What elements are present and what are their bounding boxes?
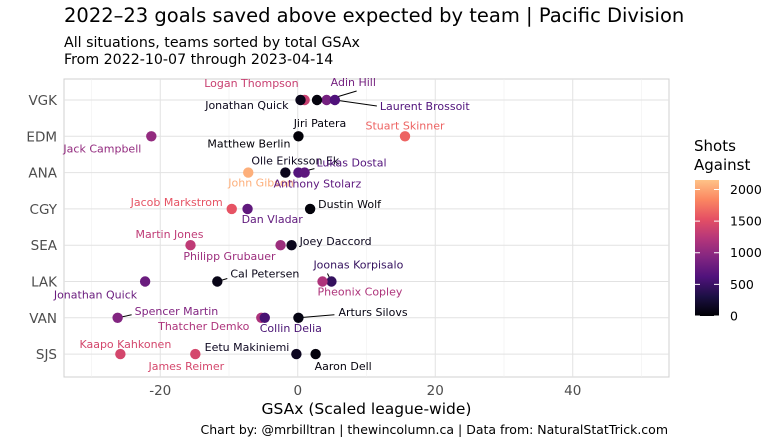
y-tick-label: VGK (28, 93, 58, 109)
goalie-name-label: Martin Jones (135, 228, 203, 241)
goalie-name-label: Laurent Brossoit (380, 100, 470, 113)
goalie-point (399, 131, 411, 142)
legend-tick-label: 500 (730, 277, 754, 292)
legend-tick-label: 1500 (730, 214, 762, 229)
goalie-point (259, 312, 270, 323)
legend-tick-label: 1000 (730, 245, 762, 260)
goalie-point (212, 276, 223, 287)
goalie-name-label: James Reimer (147, 360, 224, 373)
goalie-point (190, 348, 201, 360)
goalie-name-label: Dustin Wolf (318, 198, 382, 211)
y-axis: VGK EDM ANA CGY SEA LAK VAN SJS (26, 93, 58, 363)
goalie-point (146, 131, 157, 142)
goalie-name-label: Pheonix Copley (318, 286, 403, 299)
goalie-name-label: Collin Delia (260, 322, 322, 335)
chart-subtitle: All situations, teams sorted by total GS… (64, 35, 360, 51)
goalie-name-label: Thatcher Demko (157, 320, 249, 333)
goalie-point (275, 240, 286, 251)
goalie-point (226, 203, 237, 215)
goalie-point (291, 348, 302, 360)
color-legend-bar (695, 180, 719, 316)
goalie-name-label: Jiri Patera (293, 117, 347, 130)
goalie-point (317, 276, 328, 287)
goalie-name-label: Lukas Dostal (316, 157, 386, 170)
x-tick-label: 20 (427, 383, 444, 399)
goalie-point (295, 94, 306, 106)
goalie-point (311, 94, 323, 106)
chart-date-range: From 2022-10-07 through 2023-04-14 (64, 52, 334, 68)
x-tick-label: -20 (149, 383, 171, 399)
goalie-name-label: Matthew Berlin (207, 137, 290, 150)
goalie-name-label: Cal Petersen (230, 268, 299, 281)
goalie-point (293, 131, 304, 142)
y-tick-label: ANA (28, 166, 57, 182)
point-labels: Logan Thompson Adin Hill Jonathan Quick Jir… (53, 76, 471, 373)
chart-title: 2022–23 goals saved above expected by te… (64, 4, 685, 27)
goalie-name-label: Eetu Makiniemi (205, 341, 290, 354)
goalie-point (139, 276, 151, 287)
y-tick-label: VAN (29, 311, 57, 327)
y-tick-label: EDM (26, 129, 57, 145)
color-legend-ticks: 0 500 1000 1500 2000 (695, 182, 762, 324)
x-tick-label: 0 (293, 383, 302, 399)
goalie-name-label: Joey Daccord (299, 235, 372, 248)
goalie-name-label: Adin Hill (331, 76, 376, 89)
leader-line (334, 99, 377, 107)
goalie-name-label: John Gibson (227, 177, 293, 190)
y-tick-label: LAK (31, 275, 58, 291)
goalie-point (293, 312, 304, 323)
y-tick-label: CGY (30, 202, 58, 218)
legend-tick-label: 2000 (730, 182, 762, 197)
legend-tick-label: 0 (730, 309, 738, 324)
data-points (112, 94, 411, 360)
x-axis-label: GSAx (Scaled league-wide) (262, 400, 472, 418)
goalie-name-label: Anthony Stolarz (274, 178, 362, 191)
goalie-point (243, 167, 254, 178)
goalie-point (185, 240, 196, 251)
goalie-point (326, 276, 337, 287)
goalie-name-label: Jacob Markstrom (130, 196, 223, 209)
goalie-name-label: Kaapo Kahkonen (79, 338, 171, 351)
leader-line (298, 314, 335, 319)
legend-title: Shots Against (694, 137, 751, 174)
x-tick-label: 40 (564, 383, 581, 399)
goalie-point (321, 94, 332, 106)
goalie-name-label: Spencer Martin (135, 305, 219, 318)
goalie-name-label: Stuart Skinner (366, 119, 445, 132)
goalie-name-label: Aaron Dell (315, 360, 372, 373)
goalie-point (310, 348, 321, 360)
goalie-point (280, 167, 291, 178)
grid-lines (64, 79, 669, 377)
goalie-point (329, 94, 341, 106)
goalie-point (242, 203, 253, 215)
x-axis: -20 0 20 40 (149, 383, 581, 399)
goalie-name-label: Philipp Grubauer (183, 250, 276, 263)
goalie-name-label: Jonathan Quick (53, 289, 138, 302)
goalie-point (304, 203, 316, 215)
goalie-name-label: Joonas Korpisalo (312, 259, 403, 272)
goalie-name-label: Jonathan Quick (204, 99, 289, 112)
y-tick-label: SJS (36, 347, 57, 363)
y-tick-label: SEA (31, 238, 58, 254)
goalie-point (286, 240, 297, 251)
chart-caption: Chart by: @mrbilltran | thewincolumn.ca … (200, 422, 668, 437)
goalie-name-label: Jack Campbell (62, 142, 141, 155)
goalie-name-label: Olle Eriksson Ek (251, 155, 340, 168)
goalie-point (112, 312, 123, 323)
goalie-point (299, 167, 310, 178)
goalie-name-label: Dan Vladar (242, 213, 304, 226)
goalie-name-label: Arturs Silovs (338, 306, 407, 319)
goalie-point (115, 348, 126, 360)
goalie-name-label: Logan Thompson (204, 77, 298, 90)
